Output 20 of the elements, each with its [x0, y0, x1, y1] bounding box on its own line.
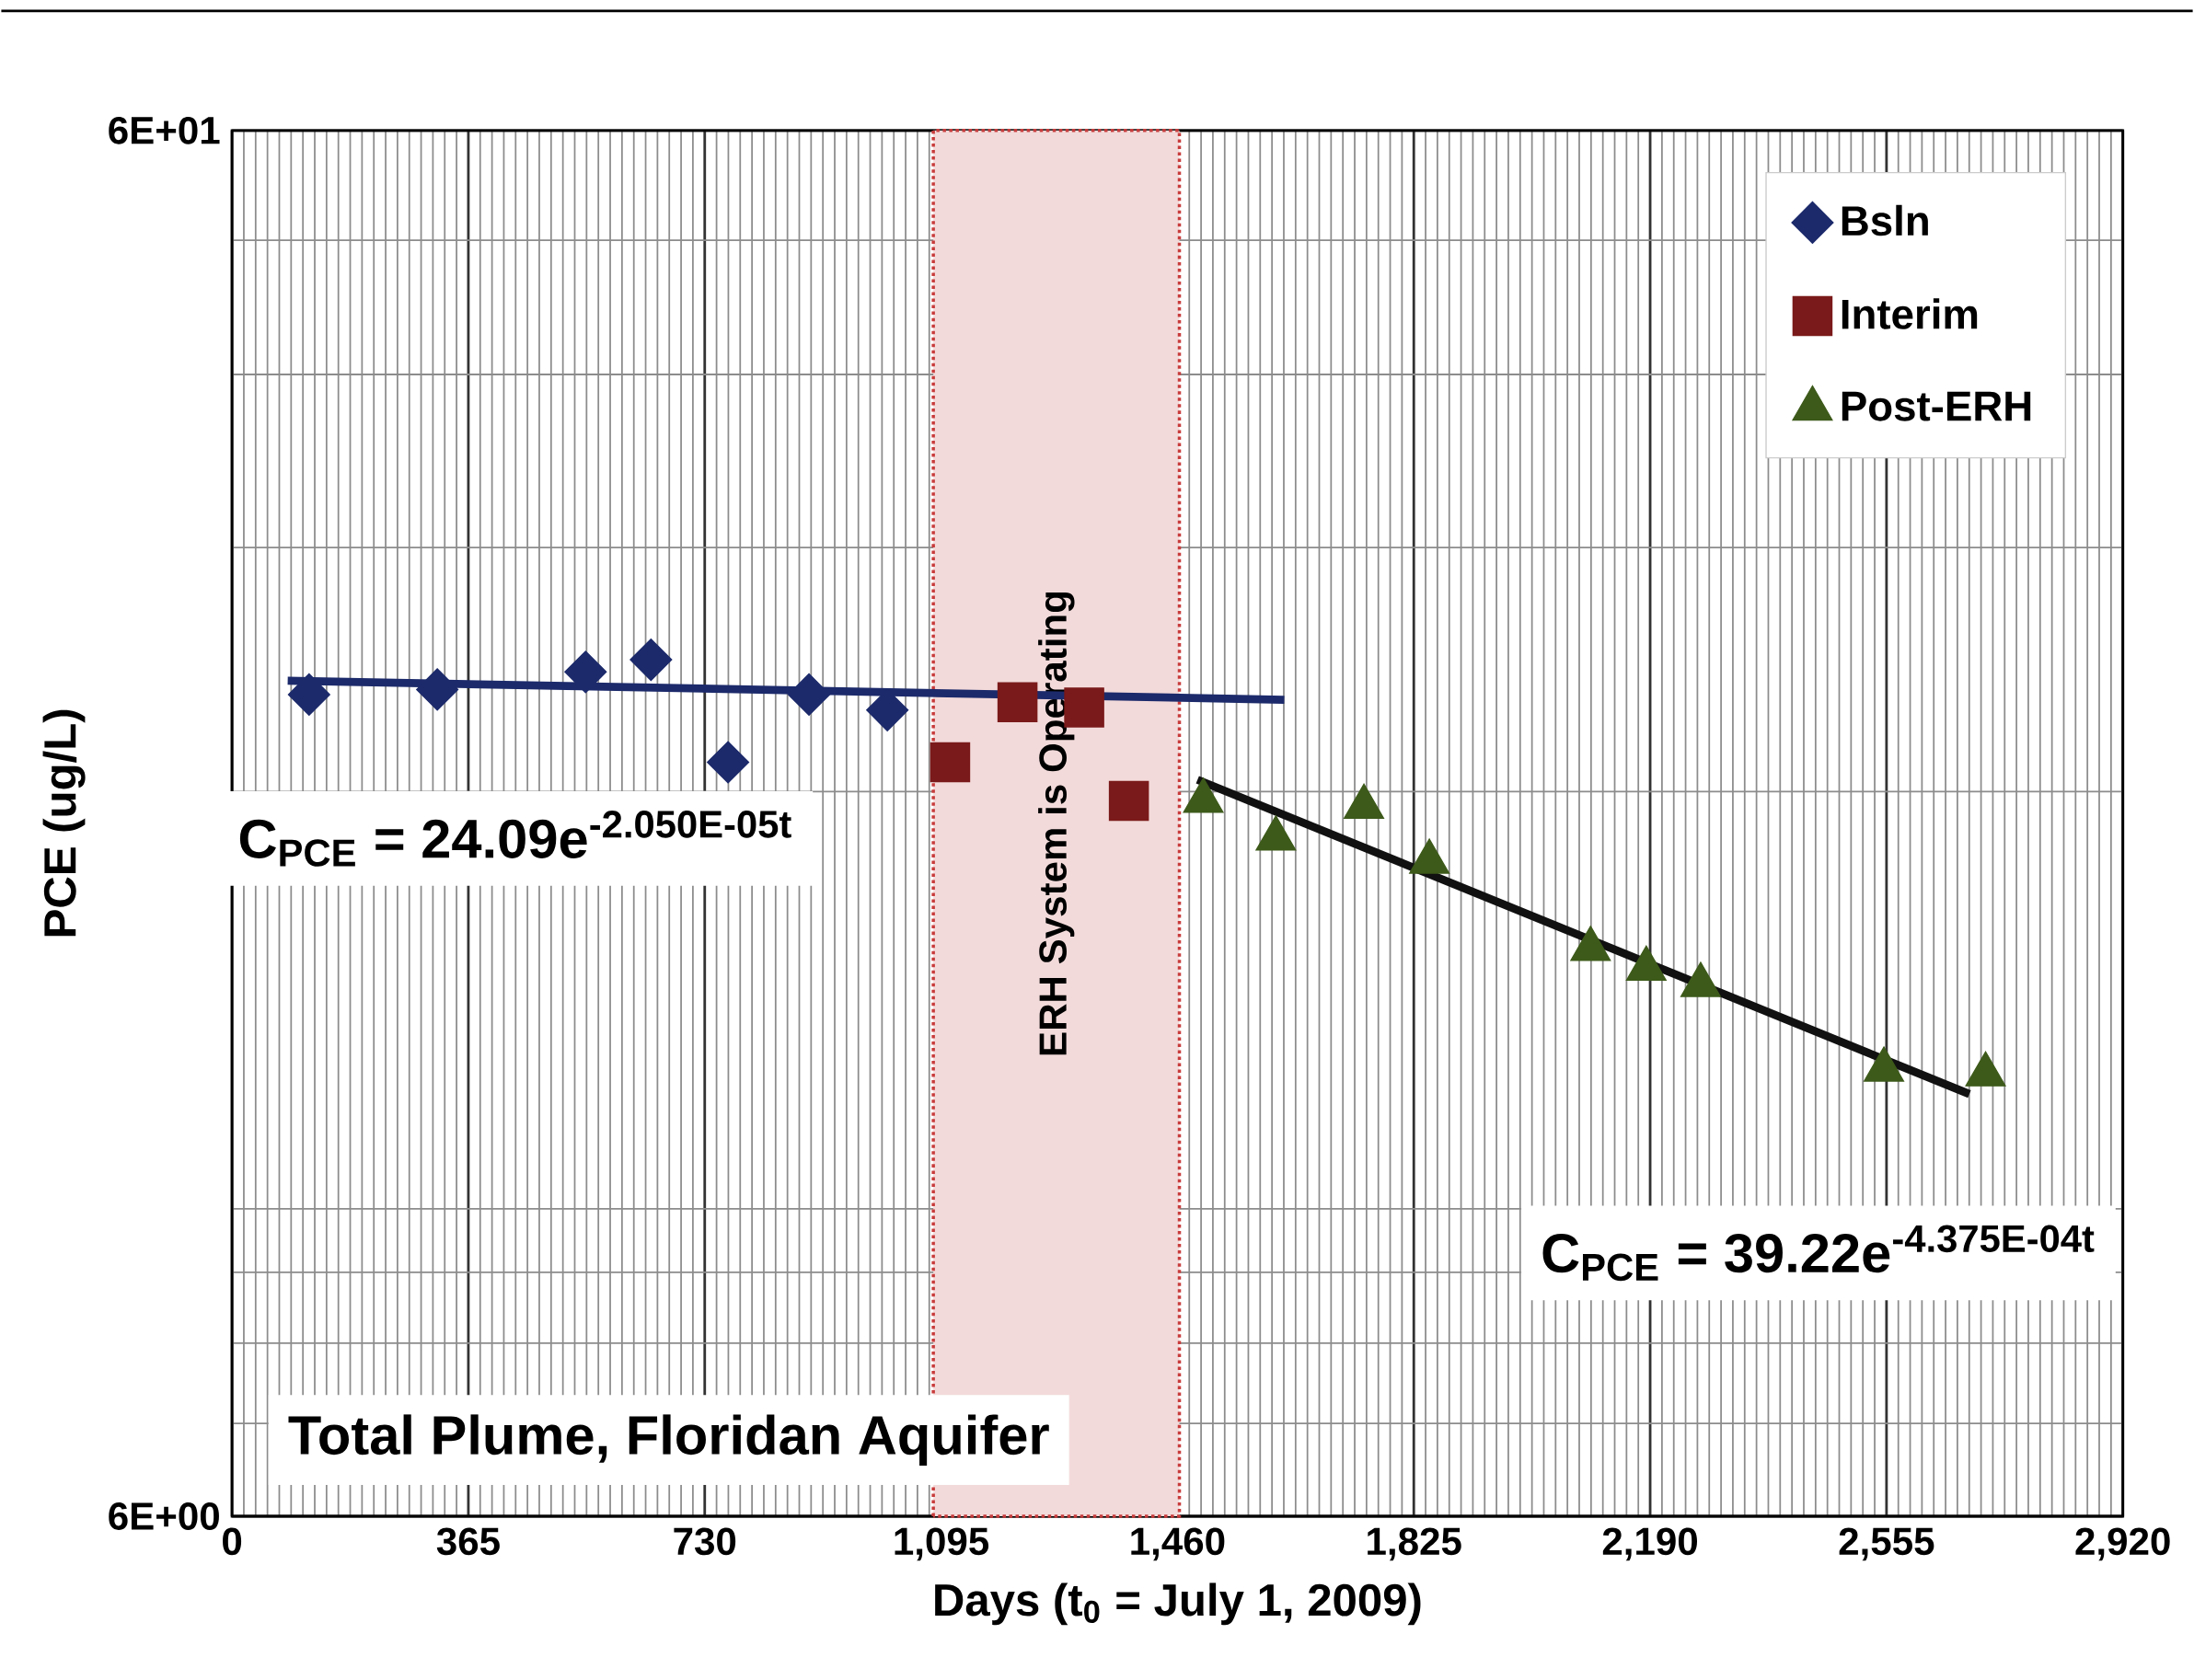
- x-tick-label: 1,825: [1368, 1527, 1461, 1561]
- x-tick-label: 2,555: [1839, 1527, 1934, 1561]
- legend-label: Bsln: [1842, 204, 1928, 236]
- x-tick-label: 365: [436, 1527, 500, 1556]
- x-tick-label: 1,095: [895, 1527, 989, 1561]
- x-tick-label: 1,460: [1131, 1527, 1225, 1561]
- annotation: Total Plume, Floridan Aquifer: [288, 1414, 1049, 1467]
- x-tick-label: 2,920: [2075, 1527, 2170, 1561]
- y-axis-title: PCE (ug/L): [42, 709, 86, 937]
- x-tick-label: 730: [674, 1527, 736, 1556]
- annotation: C$_{PCE}$ = 24.09e$^{-2.050E-05t}$: [239, 811, 791, 867]
- y-tick-label: 6E+01: [109, 116, 220, 144]
- band-label: ERH System is Operating: [1038, 592, 1075, 1055]
- annotation: C$_{PCE}$ = 39.22e$^{-4.375E-04t}$: [1542, 1225, 2095, 1282]
- x-tick-label: 2,190: [1602, 1527, 1698, 1561]
- legend-label: Post-ERH: [1842, 391, 2031, 421]
- legend-label: Interim: [1842, 298, 1978, 329]
- y-tick-label: 6E+00: [109, 1502, 219, 1530]
- x-axis-title: Days (t$_{0}$ = July 1, 2009): [935, 1582, 1421, 1626]
- x-tick-label: 0: [223, 1527, 242, 1556]
